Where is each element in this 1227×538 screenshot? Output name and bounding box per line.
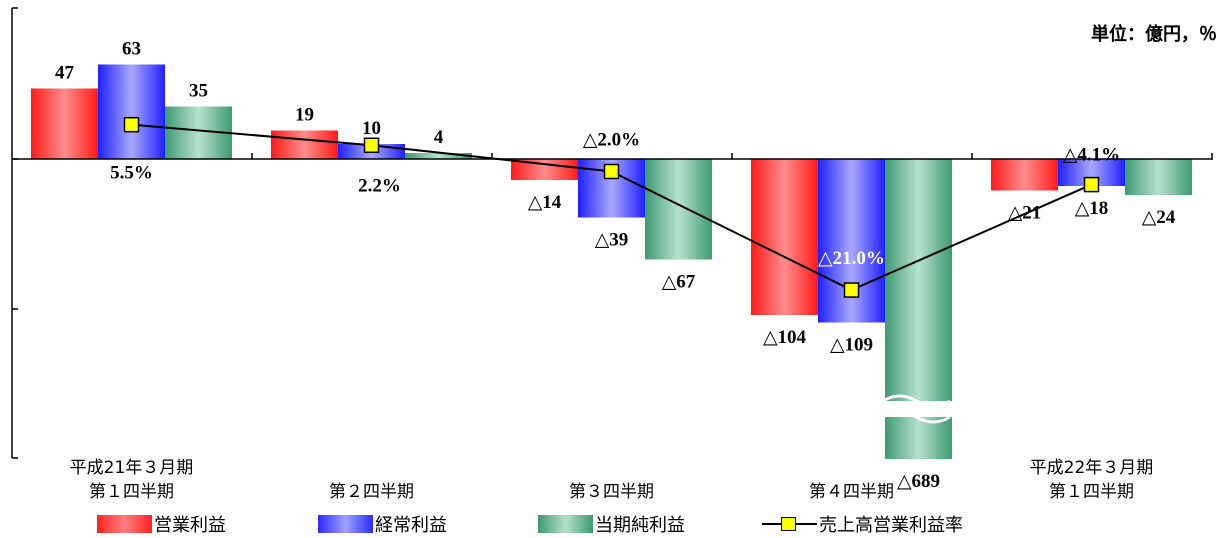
x-tick-label-3: 第４四半期 [752,480,952,504]
bar-net-profit-1 [405,153,472,159]
data-label-operating-margin-2: △2.0% [583,129,640,150]
marker-operating-margin-3 [843,282,860,298]
marker-operating-margin-0 [123,116,140,133]
x-tick-label-line: 第４四半期 [809,482,894,502]
x-tick-label-2: 第３四半期 [512,480,712,504]
bar-operating-profit-0 [31,88,98,159]
data-label-ordinary-profit-1: 10 [362,118,381,139]
x-tick-label-line: 第１四半期 [89,482,174,502]
data-label-net-profit-2: △67 [662,272,696,293]
data-label-ordinary-profit-0: 63 [122,39,141,60]
data-label-operating-profit-1: 19 [295,105,314,126]
data-label-operating-margin-3: △21.0% [818,248,885,269]
x-tick-label-4: 平成22年３月期 第１四半期 [992,456,1192,504]
data-label-operating-margin-4: △4.1% [1063,145,1120,166]
axis-break-wave-bottom [882,410,951,424]
data-label-operating-profit-0: 47 [55,63,75,84]
data-label-net-profit-4: △24 [1142,207,1176,228]
x-tick-label-line: 第２四半期 [329,482,414,502]
legend-item-ordinary-profit: 経常利益 [318,512,447,536]
bar-net-profit-2 [645,159,712,260]
x-tick-label-line: 第３四半期 [569,482,654,502]
bar-ordinary-profit-3 [818,159,885,323]
legend-item-operating-margin: 売上高営業利益率 [762,512,963,536]
x-tick-label-0: 平成21年３月期 第１四半期 [32,456,232,504]
data-label-net-profit-3: △689 [897,471,940,492]
legend-label-ordinary-profit: 経常利益 [375,515,447,536]
data-label-operating-margin-0: 5.5% [110,163,153,184]
marker-operating-margin-4 [1083,176,1100,193]
data-label-ordinary-profit-3: △109 [830,335,873,356]
data-label-net-profit-0: 35 [189,81,208,102]
legend-label-operating-margin: 売上高営業利益率 [819,515,963,536]
data-label-ordinary-profit-4: △18 [1075,198,1109,219]
marker-operating-margin-2 [603,163,620,180]
bar-operating-profit-4 [991,159,1058,191]
legend-swatch-ordinary-profit [318,515,373,533]
x-tick-label-line: 平成21年３月期 [69,458,194,478]
legend-swatch-net-profit [538,515,593,533]
legend-item-net-profit: 当期純利益 [538,512,685,536]
unit-label: 単位：億円，％ [1091,24,1217,45]
marker-operating-margin-1 [363,137,380,154]
legend-label-operating-profit: 営業利益 [154,515,226,536]
bar-operating-profit-3 [751,159,818,315]
legend: 営業利益 経常利益 当期純利益 売上高営業利益率 [0,512,1227,536]
legend-swatch-operating-profit [97,515,152,533]
data-label-operating-margin-1: 2.2% [358,175,401,196]
bar-ordinary-profit-0 [98,64,165,159]
x-tick-label-line: 平成22年３月期 [1029,458,1154,478]
legend-item-operating-profit: 営業利益 [97,512,226,536]
x-tick-label-line: 第１四半期 [1049,482,1134,502]
legend-swatch-operating-margin [762,515,817,533]
data-label-net-profit-1: 4 [434,127,444,148]
axis-break-wave-top [882,394,951,408]
bar-operating-profit-2 [511,159,578,180]
data-label-operating-profit-3: △104 [763,327,807,348]
legend-label-net-profit: 当期純利益 [595,515,685,536]
bar-operating-profit-1 [271,130,338,159]
bar-net-profit-4 [1125,159,1192,195]
data-label-operating-profit-2: △14 [528,192,562,213]
data-label-ordinary-profit-2: △39 [595,230,629,251]
x-tick-label-1: 第２四半期 [272,480,472,504]
